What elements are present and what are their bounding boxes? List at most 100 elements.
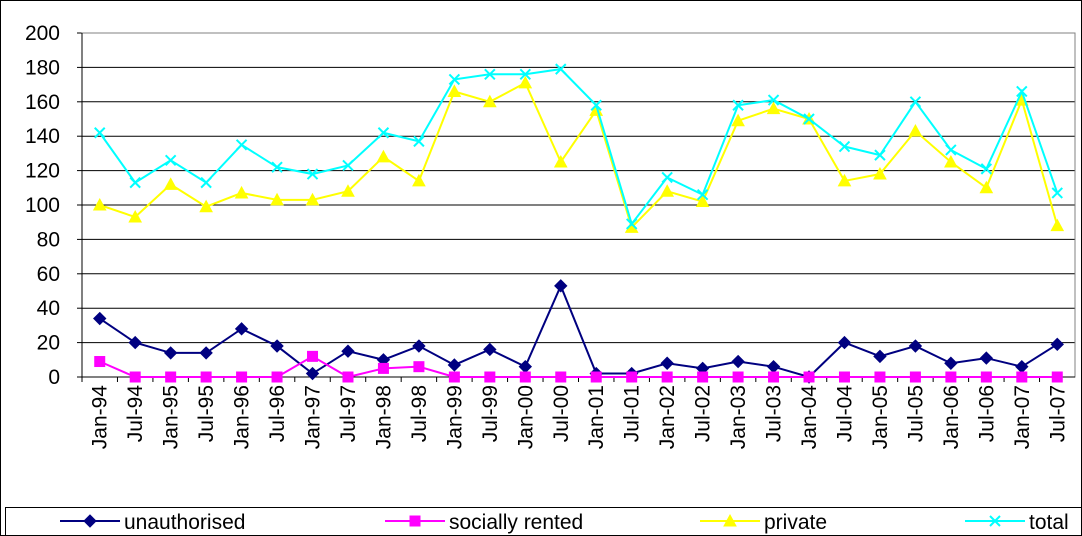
y-tick-label: 20 [37, 332, 60, 355]
data-point [234, 322, 249, 336]
data-point [165, 371, 177, 383]
data-point [163, 177, 178, 190]
data-point [945, 144, 957, 156]
data-point [731, 113, 745, 127]
data-point [306, 168, 319, 180]
data-point [129, 371, 141, 383]
x-tick-label: Jul-94 [124, 385, 147, 443]
y-tick-label: 200 [25, 22, 60, 45]
x-tick-label: Jul-01 [621, 385, 644, 442]
legend-marker [83, 514, 97, 528]
data-point [200, 371, 212, 383]
data-point [838, 371, 850, 383]
x-tick-label: Jan-94 [89, 385, 112, 450]
series-line [99, 355, 1058, 379]
data-point [838, 140, 851, 153]
data-point [837, 335, 852, 350]
data-point [342, 159, 354, 172]
x-tick-label: Jan-02 [656, 385, 679, 449]
x-tick-label: Jan-07 [1011, 385, 1034, 449]
data-point [484, 68, 496, 80]
data-point [482, 94, 497, 108]
data-point [519, 371, 531, 383]
data-point [837, 173, 852, 187]
legend-marker [989, 515, 1001, 527]
x-tick-label: Jul-97 [337, 385, 360, 442]
series-line [99, 283, 1058, 379]
data-point [448, 73, 461, 86]
data-point [94, 356, 106, 368]
x-tick-label: Jul-07 [1046, 385, 1069, 442]
data-point [874, 149, 886, 161]
y-tick-label: 60 [37, 263, 60, 286]
data-point [695, 194, 710, 208]
data-point [768, 371, 780, 383]
x-tick-label: Jul-99 [479, 385, 502, 442]
series-line [99, 81, 1059, 230]
data-point [873, 166, 887, 180]
x-tick-label: Jul-02 [692, 385, 715, 442]
data-point [341, 344, 355, 358]
data-point [803, 113, 815, 125]
data-point [909, 371, 921, 383]
data-point [555, 371, 567, 383]
data-point [483, 342, 497, 357]
data-point [1051, 187, 1063, 199]
data-point [944, 356, 958, 370]
data-point [696, 188, 709, 201]
data-point [554, 279, 568, 293]
y-tick-label: 140 [25, 125, 60, 148]
data-point [803, 371, 815, 383]
data-point [980, 163, 993, 175]
data-point [235, 139, 248, 151]
data-point [128, 209, 143, 223]
x-tick-label: Jan-05 [869, 385, 892, 449]
data-point [661, 371, 673, 383]
data-point [164, 154, 177, 166]
x-tick-label: Jan-06 [940, 385, 963, 449]
data-point [766, 101, 781, 115]
data-point [200, 176, 212, 189]
y-tick-label: 120 [25, 160, 60, 183]
data-point [236, 371, 248, 383]
data-point [697, 371, 709, 383]
data-point [590, 371, 602, 383]
data-point [945, 371, 957, 383]
y-tick-label: 160 [25, 91, 60, 114]
data-point [1050, 218, 1065, 232]
data-point [412, 173, 426, 187]
data-point [732, 99, 744, 111]
data-point [271, 161, 283, 173]
data-point [553, 154, 568, 168]
data-point [447, 358, 462, 372]
x-tick-label: Jan-03 [727, 385, 750, 449]
data-point [93, 311, 107, 326]
data-point [767, 94, 780, 106]
x-tick-label: Jul-04 [833, 385, 856, 443]
data-point [413, 361, 425, 373]
data-point [660, 184, 675, 197]
legend-label: private [764, 511, 827, 534]
data-point [1016, 85, 1028, 98]
data-point [661, 171, 673, 184]
data-point [163, 346, 178, 360]
x-tick-label: Jul-96 [266, 385, 289, 442]
data-point [660, 356, 674, 370]
data-point [732, 371, 744, 383]
data-point [979, 180, 994, 194]
legend-marker [723, 513, 737, 527]
data-point [128, 335, 142, 350]
data-point [590, 99, 602, 111]
x-tick-label: Jul-95 [195, 385, 218, 442]
series-line [98, 68, 1059, 227]
data-point [731, 354, 745, 369]
data-point [92, 197, 107, 211]
data-point [484, 371, 496, 383]
legend-label: socially rented [449, 511, 583, 534]
x-tick-label: Jul-06 [975, 385, 998, 442]
data-point [555, 63, 567, 75]
data-point [305, 366, 320, 381]
data-point [199, 199, 213, 213]
data-point [305, 192, 320, 206]
data-point [1051, 371, 1063, 383]
